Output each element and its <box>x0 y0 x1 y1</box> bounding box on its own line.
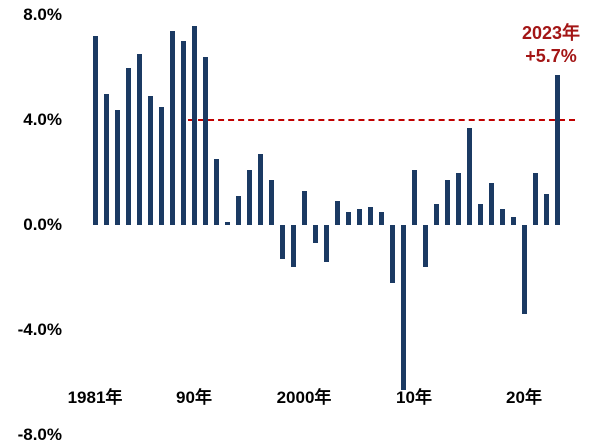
bar-2023 <box>554 75 560 225</box>
bar-2008 <box>389 225 395 283</box>
bar-2005 <box>356 209 362 225</box>
bar-1993 <box>224 222 230 225</box>
reference-line-4pct <box>188 119 575 121</box>
bar-1994 <box>235 196 241 225</box>
bar-1985 <box>136 54 142 225</box>
bar-2021 <box>532 172 538 225</box>
bar-1987 <box>158 106 164 225</box>
bar-1992 <box>213 159 219 225</box>
bar-1991 <box>202 57 208 225</box>
bar-2014 <box>455 172 461 225</box>
bar-2007 <box>378 211 384 225</box>
bar-2012 <box>433 204 439 225</box>
bar-2016 <box>477 204 483 225</box>
bar-1986 <box>147 96 153 225</box>
bar-2003 <box>334 201 340 225</box>
bar-1981 <box>92 36 98 225</box>
bar-2018 <box>499 209 505 225</box>
x-axis-tick-label: 2000年 <box>276 388 332 407</box>
bar-1983 <box>114 109 120 225</box>
bar-2019 <box>510 217 516 225</box>
bar-2000 <box>301 190 307 225</box>
bar-1997 <box>268 180 274 225</box>
y-axis-tick-label: -8.0% <box>17 425 62 443</box>
bar-1998 <box>279 225 285 260</box>
bar-1996 <box>257 154 263 225</box>
bar-1999 <box>290 225 296 267</box>
y-axis-tick-label: 4.0% <box>23 110 62 129</box>
bar-2013 <box>444 180 450 225</box>
x-axis-tick-label: 20年 <box>506 388 542 407</box>
annotation-2023: 2023年 +5.7% <box>505 22 597 68</box>
bar-2004 <box>345 211 351 225</box>
bar-1988 <box>169 30 175 225</box>
annotation-value: +5.7% <box>525 46 577 66</box>
x-axis-tick-label: 90年 <box>176 388 212 407</box>
bar-2015 <box>466 127 472 225</box>
x-axis-tick-label: 1981年 <box>67 388 123 407</box>
bar-2002 <box>323 225 329 262</box>
bar-2006 <box>367 206 373 225</box>
bar-2022 <box>543 193 549 225</box>
bar-2009 <box>400 225 406 391</box>
y-axis-tick-label: 0.0% <box>23 215 62 234</box>
bar-1990 <box>191 25 197 225</box>
bar-2011 <box>422 225 428 267</box>
bar-1982 <box>103 93 109 225</box>
y-axis-tick-label: 8.0% <box>23 5 62 24</box>
bar-1984 <box>125 67 131 225</box>
bar-1989 <box>180 41 186 225</box>
bar-2010 <box>411 169 417 225</box>
annotation-year: 2023年 <box>521 23 581 43</box>
bar-2020 <box>521 225 527 315</box>
x-axis-tick-label: 10年 <box>396 388 432 407</box>
y-axis-tick-label: -4.0% <box>17 320 62 339</box>
bar-1995 <box>246 169 252 225</box>
bar-2017 <box>488 183 494 225</box>
bar-2001 <box>312 225 318 244</box>
